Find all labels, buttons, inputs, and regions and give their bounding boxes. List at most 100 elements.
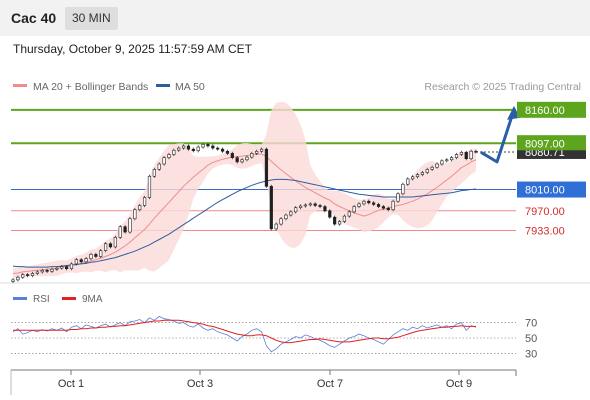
x-tick-label-Oct-7: Oct 7	[317, 378, 343, 390]
candle-body	[60, 266, 64, 269]
candle-body	[386, 207, 390, 211]
level-tag-8160.00	[517, 101, 586, 118]
x-tick-label-Oct-3: Oct 3	[187, 378, 213, 390]
candle-body	[401, 183, 405, 195]
legend-9ma-label: 9MA	[82, 294, 103, 305]
timestamp: Thursday, October 9, 2025 11:57:59 AM CE…	[13, 42, 253, 56]
candle-body	[454, 154, 459, 158]
x-tick-label-Oct-9: Oct 9	[446, 378, 472, 390]
candle-body	[318, 205, 322, 207]
level-label-7970.00: 7970.00	[525, 206, 565, 218]
candle-body	[342, 215, 347, 222]
top-bar: Cac 40 30 MIN	[0, 0, 590, 36]
candle-body	[430, 166, 434, 170]
level-label-8160.00: 8160.00	[525, 105, 565, 117]
rsi-tick-50: 50	[525, 333, 537, 345]
candle-body	[50, 268, 54, 272]
candle-body	[406, 178, 410, 185]
candle-body	[89, 254, 93, 259]
rsi-9ma-line	[13, 319, 476, 344]
level-label-8097-top: 8097.00	[525, 138, 565, 150]
candle-body	[255, 150, 259, 154]
candle-body	[279, 218, 283, 225]
candle-body	[372, 202, 376, 205]
candle-body	[118, 226, 122, 238]
legend-ma50-label: MA 50	[175, 81, 205, 93]
candle-body	[123, 226, 127, 233]
candle-body	[79, 259, 83, 263]
x-tick-label-Oct-1: Oct 1	[58, 378, 84, 390]
candle-body	[138, 205, 142, 211]
candle-body	[367, 200, 371, 204]
legend-swatch-9ma	[62, 297, 76, 300]
candle-body	[74, 259, 78, 265]
candle-body	[142, 197, 147, 206]
candle-body	[440, 160, 444, 165]
candle-body	[459, 152, 463, 155]
candle-body	[333, 216, 337, 225]
level-label-7933.00: 7933.00	[525, 225, 565, 237]
candle-body	[11, 279, 15, 282]
candle-body	[357, 203, 361, 207]
candle-body	[99, 250, 103, 257]
candle-body	[220, 148, 225, 152]
candle-body	[104, 243, 108, 251]
candle-body	[177, 147, 181, 151]
candle-body	[84, 258, 88, 263]
candle-body	[55, 267, 59, 270]
candle-body	[69, 263, 74, 270]
candle-body	[264, 148, 269, 187]
legend-swatch-ma20	[13, 84, 27, 87]
candle-body	[181, 145, 186, 149]
rsi-tick-30: 30	[525, 348, 537, 360]
level-label-8010.00: 8010.00	[525, 185, 565, 197]
candle-body	[191, 148, 195, 152]
legend-swatch-ma50	[156, 84, 170, 87]
candle-body	[294, 207, 298, 213]
symbol-title: Cac 40	[11, 10, 57, 26]
timeframe-button[interactable]: 30 MIN	[65, 7, 118, 30]
candle-body	[245, 156, 249, 161]
candle-body	[108, 243, 113, 248]
candle-body	[186, 145, 191, 150]
candle-body	[313, 203, 317, 206]
candle-body	[65, 266, 69, 270]
candle-body	[425, 169, 429, 173]
candle-body	[147, 175, 152, 198]
candle-body	[411, 176, 415, 180]
rsi-tick-70: 70	[525, 318, 537, 330]
research-credit: Research © 2025 Trading Central	[424, 81, 581, 93]
candle-body	[347, 211, 351, 217]
candle-body	[201, 144, 205, 148]
level-tag-8010.00	[517, 181, 586, 198]
candle-body	[298, 205, 303, 208]
candle-body	[464, 152, 468, 160]
candle-body	[420, 172, 424, 175]
candle-body	[250, 153, 254, 158]
ma20-line	[12, 153, 477, 274]
candle-body	[269, 186, 273, 230]
candle-body	[45, 270, 49, 272]
candle-body	[362, 200, 366, 205]
candle-body	[216, 147, 220, 150]
candle-body	[26, 274, 30, 276]
candle-body	[162, 157, 166, 165]
candle-body	[152, 169, 156, 177]
legend-ma20-label: MA 20 + Bollinger Bands	[33, 81, 148, 93]
level-tag-8097-top	[517, 135, 586, 151]
candle-body	[303, 204, 308, 207]
bollinger-band	[13, 101, 476, 279]
forecast-arrow	[480, 109, 516, 164]
candle-body	[381, 206, 386, 209]
candle-body	[196, 146, 200, 152]
candle-body	[225, 150, 230, 154]
candle-body	[435, 163, 439, 168]
candle-body	[206, 144, 210, 147]
candle-body	[172, 149, 176, 155]
candle-body	[450, 157, 454, 161]
forecast-arrow-head	[507, 105, 520, 120]
candle-body	[259, 148, 264, 152]
candle-body	[211, 145, 215, 149]
candle-body	[230, 153, 234, 158]
